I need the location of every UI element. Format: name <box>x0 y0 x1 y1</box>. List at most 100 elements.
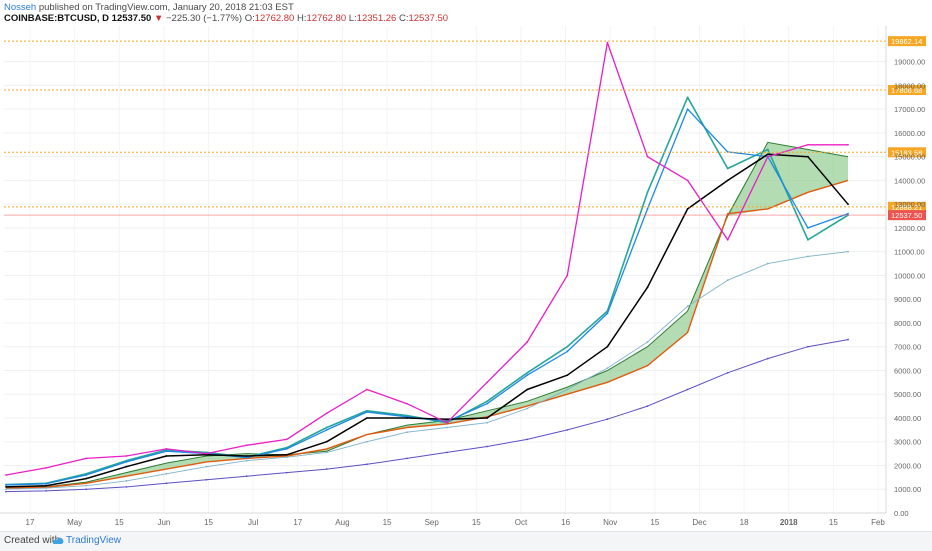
series-line <box>5 251 849 490</box>
cloud-span-b <box>5 179 849 489</box>
last-price: 12537.50 <box>111 13 152 24</box>
cloud-span-a <box>5 141 849 489</box>
series-point <box>45 466 47 469</box>
y-tick-label: 19000.00 <box>894 58 925 67</box>
series-point <box>245 456 248 459</box>
series-point <box>847 143 849 146</box>
series-point <box>45 482 47 485</box>
tradingview-link[interactable]: TradingView <box>66 535 122 546</box>
x-tick-label: Jun <box>157 518 170 527</box>
series-point <box>526 407 529 410</box>
series-point <box>325 468 328 470</box>
series-point <box>165 482 168 485</box>
y-tick-label: 9000.00 <box>894 295 921 304</box>
author-link[interactable]: Nosseh <box>4 2 37 13</box>
y-tick-label: 4000.00 <box>894 414 921 423</box>
price-chart[interactable]: 19862.14 17806.68 15183.58 12888.2112537.50… <box>0 26 932 531</box>
series-point <box>165 472 168 475</box>
open-label: O: <box>244 13 255 24</box>
series-point <box>726 167 729 170</box>
series-point <box>5 490 7 493</box>
level-price-tag <box>888 36 926 47</box>
series-point <box>125 455 128 457</box>
series-point <box>205 452 208 455</box>
series-point <box>45 487 47 489</box>
series-point <box>686 208 689 210</box>
series-point <box>526 438 529 441</box>
x-tick-label: Oct <box>515 518 528 527</box>
x-tick-label: 17 <box>26 518 35 527</box>
x-tick-label: Sep <box>425 518 440 527</box>
x-tick-label: Jul <box>248 518 258 527</box>
footer-bar: Created with TradingView <box>0 531 932 551</box>
series-point <box>566 374 569 377</box>
x-tick-label: 15 <box>115 518 124 527</box>
series-point <box>406 402 408 405</box>
series-point <box>486 402 489 405</box>
series-point <box>245 459 248 462</box>
series-point <box>165 447 168 450</box>
published-text: published on TradingView.com, January 20… <box>38 2 294 13</box>
x-tick-label: 15 <box>383 518 392 527</box>
series-point <box>45 484 47 487</box>
tradingview-logo-icon <box>53 537 64 544</box>
y-tick-label: 3000.00 <box>894 438 921 447</box>
series-point <box>807 155 809 158</box>
series-point <box>285 471 288 474</box>
series-point <box>766 153 769 156</box>
series-point <box>526 371 529 374</box>
series-point <box>325 440 328 443</box>
series-point <box>325 451 328 454</box>
series-point <box>125 480 128 482</box>
x-tick-label: Nov <box>603 518 617 527</box>
series-point <box>365 463 368 466</box>
series-point <box>205 465 208 468</box>
series-point <box>686 179 689 182</box>
series-point <box>847 250 849 253</box>
series-point <box>285 453 288 456</box>
series-point <box>446 421 448 424</box>
series-point <box>165 455 168 457</box>
series-point <box>125 465 128 468</box>
series-point <box>807 227 809 229</box>
series-point <box>365 411 368 413</box>
x-tick-label: 15 <box>204 518 213 527</box>
series-point <box>285 447 288 450</box>
x-tick-label: Dec <box>692 518 706 527</box>
series-point <box>766 155 769 158</box>
cloud-fill <box>6 142 848 489</box>
series-2 <box>5 153 849 488</box>
series-point <box>365 417 368 419</box>
y-tick-label: 8000.00 <box>894 319 921 328</box>
series-point <box>847 338 849 341</box>
series-point <box>245 444 248 447</box>
series-point <box>646 341 649 343</box>
y-tick-label: 16000.00 <box>894 129 925 138</box>
series-point <box>446 418 448 421</box>
time-axis[interactable]: 17 May 15 Jun 15 Jul 17 Aug 15 Sep 15 Oct 16 Nov 15 Dec… <box>0 512 886 527</box>
series-point <box>807 143 809 146</box>
series-point <box>365 388 368 391</box>
price-axis[interactable]: 0.00 1000.00 2000.00 3000.00 4000.00 5000.00 6… <box>885 26 925 518</box>
series-point <box>606 418 609 421</box>
series-point <box>726 371 729 374</box>
high-label: H: <box>296 13 307 24</box>
series-point <box>807 255 809 258</box>
series-point <box>686 96 689 99</box>
series-point <box>646 155 649 158</box>
low-label: L: <box>348 13 357 24</box>
high-value: 12762.80 <box>306 13 347 24</box>
series-point <box>766 357 769 360</box>
series-point <box>646 191 649 194</box>
x-tick-label: 15 <box>472 518 481 527</box>
level-price-label: 19862.14 <box>891 37 922 46</box>
series-point <box>726 238 729 241</box>
series-point <box>566 350 569 353</box>
series-point <box>566 428 569 431</box>
series-point <box>285 438 288 441</box>
series-point <box>686 388 689 391</box>
series-point <box>486 445 489 448</box>
series-point <box>766 148 769 151</box>
x-tick-label: 2018 <box>780 518 798 527</box>
open-value: 12762.80 <box>254 13 295 24</box>
